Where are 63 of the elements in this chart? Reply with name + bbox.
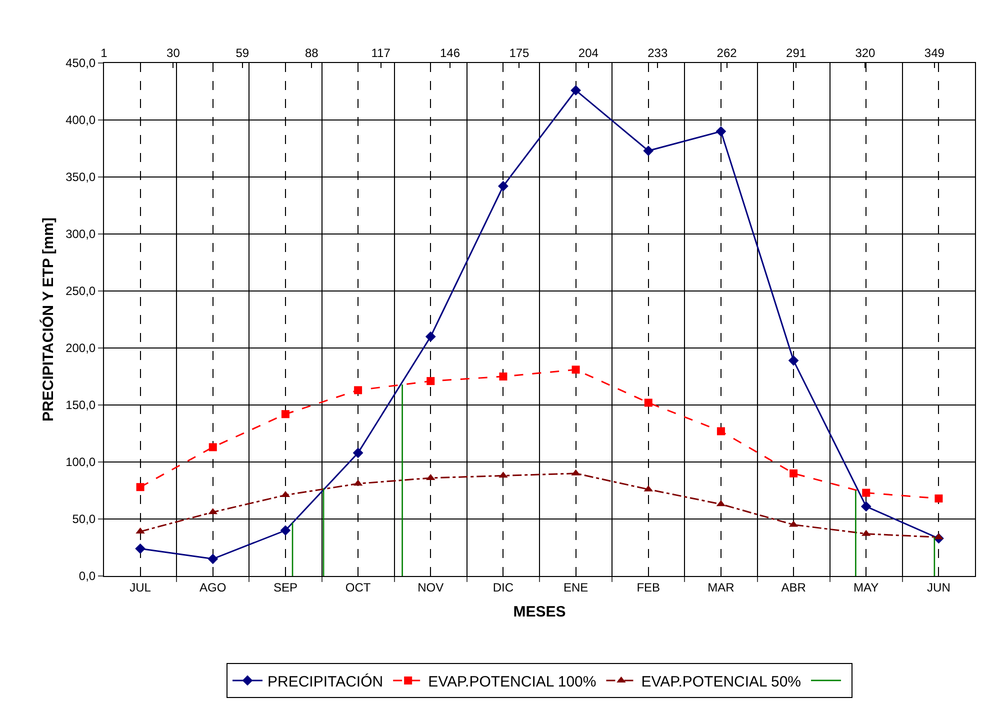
x-tick-label: NOV (418, 580, 444, 594)
x-tick-label: MAY (854, 580, 879, 594)
y-tick-label: 50,0 (72, 512, 96, 526)
x-axis-title: MESES (513, 603, 566, 620)
x2-tick-label: 349 (924, 46, 945, 60)
x2-tick-label: 1 (100, 46, 108, 60)
point (208, 443, 217, 452)
point (280, 525, 291, 536)
y-tick-label: 400,0 (66, 113, 96, 128)
point (354, 386, 362, 394)
y-tick-label: 300,0 (66, 227, 96, 242)
legend-label: PRECIPITACIÓN (268, 672, 384, 690)
x-tick-label: DIC (492, 580, 514, 594)
y-tick-label: 200,0 (66, 341, 96, 356)
x-tick-label: JUN (927, 580, 950, 594)
x-tick-label: SEP (273, 580, 298, 594)
x2-tick-label: 175 (509, 46, 530, 60)
x2-tick-label: 320 (855, 46, 876, 60)
legend-label: EVAP.POTENCIAL 50% (641, 673, 802, 690)
y-tick-label: 100,0 (66, 455, 96, 470)
x2-tick-label: 59 (236, 46, 250, 60)
point (572, 366, 580, 374)
x2-tick-label: 262 (716, 46, 738, 60)
point (788, 355, 799, 366)
y-axis-title: PRECIPITACIÓN Y ETP [mm] (38, 218, 57, 422)
point (425, 331, 436, 342)
point (499, 372, 508, 380)
x-tick-label: JUL (130, 580, 152, 594)
y-tick-label: 250,0 (66, 284, 96, 298)
y-tick-label: 450,0 (66, 56, 96, 70)
x-tick-label: AGO (200, 580, 226, 594)
point (135, 543, 146, 554)
x2-tick-label: 117 (371, 46, 391, 60)
x-tick-label: FEB (636, 580, 660, 594)
x2-tick-label: 233 (648, 46, 668, 60)
x2-tick-label: 30 (166, 46, 180, 60)
x2-tick-label: 204 (578, 46, 599, 60)
point (716, 427, 725, 436)
y-tick-label: 0,0 (78, 569, 96, 584)
point (644, 398, 652, 407)
point (862, 488, 870, 497)
point (136, 483, 144, 492)
y-tick-label: 350,0 (66, 170, 96, 184)
x2-tick-label: 291 (786, 46, 806, 60)
x-tick-label: MAR (708, 580, 735, 594)
y-tick-label: 150,0 (66, 398, 96, 412)
point (643, 146, 654, 156)
point (860, 501, 872, 512)
legend-label: EVAP.POTENCIAL 100% (428, 673, 596, 690)
point (208, 554, 218, 564)
x2-tick-label: 88 (304, 46, 319, 60)
point (352, 448, 364, 458)
point (570, 85, 581, 96)
x2-tick-label: 146 (440, 46, 460, 60)
x-tick-label: ABR (781, 580, 806, 594)
x-tick-label: OCT (345, 580, 372, 594)
point (716, 126, 726, 137)
point (790, 469, 798, 478)
point (498, 180, 508, 192)
point (426, 377, 435, 386)
point (281, 410, 290, 418)
point (934, 494, 943, 502)
x-tick-label: ENE (563, 580, 588, 594)
